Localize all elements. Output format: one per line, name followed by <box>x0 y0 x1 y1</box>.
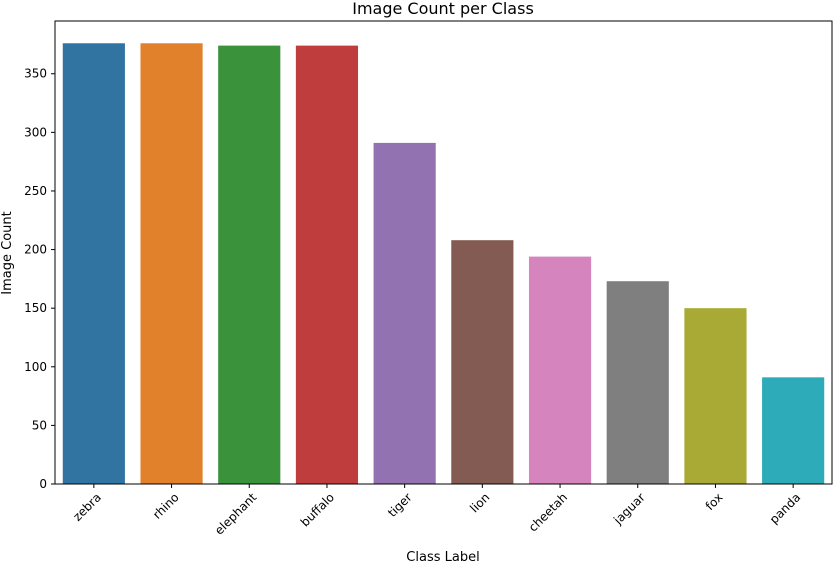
bar-fox <box>684 308 747 484</box>
y-tick-label: 0 <box>39 477 47 491</box>
x-axis: zebra rhino elephant buffalo tiger lion cheeta… <box>70 484 803 538</box>
y-tick-label: 300 <box>24 125 47 139</box>
bar-rhino <box>140 43 203 485</box>
bars-group <box>62 43 825 485</box>
bar-tiger <box>373 142 436 484</box>
y-tick-label: 50 <box>32 418 47 432</box>
chart-title: Image Count per Class <box>352 0 534 18</box>
x-tick-label-lion: lion <box>467 490 492 515</box>
y-tick-label: 150 <box>24 301 47 315</box>
bar-zebra <box>62 43 125 485</box>
x-tick-label-tiger: tiger <box>385 490 415 520</box>
y-axis: 0 50 100 150 200 250 300 350 <box>24 67 55 491</box>
y-tick-label: 200 <box>24 243 47 257</box>
x-tick-label-rhino: rhino <box>150 490 182 522</box>
bar-cheetah <box>528 256 592 484</box>
bar-jaguar <box>606 281 669 484</box>
y-tick-label: 100 <box>24 360 47 374</box>
x-tick-label-jaguar: jaguar <box>610 490 648 528</box>
y-tick-label: 350 <box>24 67 47 81</box>
x-tick-label-buffalo: buffalo <box>298 490 337 529</box>
x-tick-label-fox: fox <box>703 490 726 513</box>
bar-buffalo <box>295 45 359 485</box>
y-tick-label: 250 <box>24 184 47 198</box>
plot-frame <box>54 20 833 485</box>
x-axis-label: Class Label <box>406 550 479 564</box>
x-tick-label-zebra: zebra <box>70 490 104 524</box>
x-tick-label-cheetah: cheetah <box>526 490 570 534</box>
bar-elephant <box>218 45 281 485</box>
y-axis-label: Image Count <box>0 211 15 294</box>
x-tick-label-elephant: elephant <box>212 490 260 538</box>
bar-panda <box>762 377 825 484</box>
x-tick-label-panda: panda <box>767 490 803 526</box>
bar-lion <box>451 240 514 484</box>
